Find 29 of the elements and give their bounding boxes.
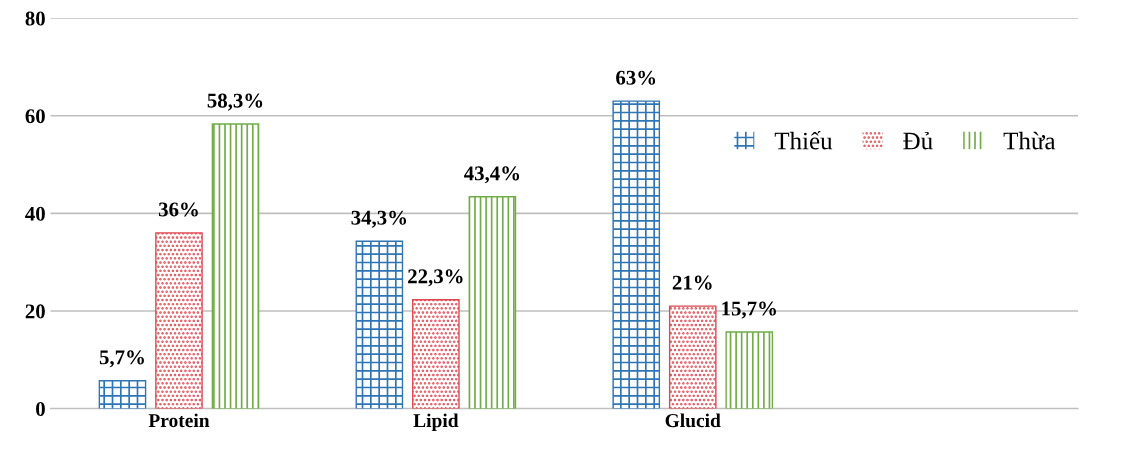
- y-tick-label: 20: [25, 304, 45, 319]
- bar: [98, 380, 147, 409]
- legend-label: Thiếu: [774, 131, 833, 150]
- data-label: 15,7%: [722, 301, 776, 319]
- data-label: 22,3%: [408, 269, 463, 287]
- bar: [155, 232, 203, 409]
- data-label: 5,7%: [99, 350, 144, 368]
- y-tick-label: 40: [25, 206, 45, 221]
- y-tick-label: 80: [25, 11, 45, 26]
- data-label: 63%: [616, 70, 656, 85]
- data-label: 34,3%: [351, 210, 407, 228]
- x-tick-label: Protein: [148, 413, 210, 428]
- bar: [668, 305, 717, 409]
- legend-label: Thừa: [1003, 131, 1056, 150]
- bar: [412, 299, 460, 409]
- data-label: 58,3%: [207, 93, 263, 111]
- x-tick-label: Lipid: [413, 413, 459, 432]
- bar: [211, 123, 260, 409]
- bar: [355, 240, 404, 409]
- y-tick-label: 0: [36, 401, 45, 417]
- bar: [612, 100, 661, 409]
- bar: [468, 196, 517, 409]
- bar: [725, 331, 774, 409]
- y-tick-label: 60: [25, 109, 45, 124]
- data-label: 43,4%: [464, 166, 520, 184]
- x-tick-label: Glucid: [665, 413, 721, 428]
- legend-label: Đủ: [903, 131, 933, 150]
- data-label: 21%: [672, 275, 712, 290]
- data-label: 36%: [158, 202, 198, 217]
